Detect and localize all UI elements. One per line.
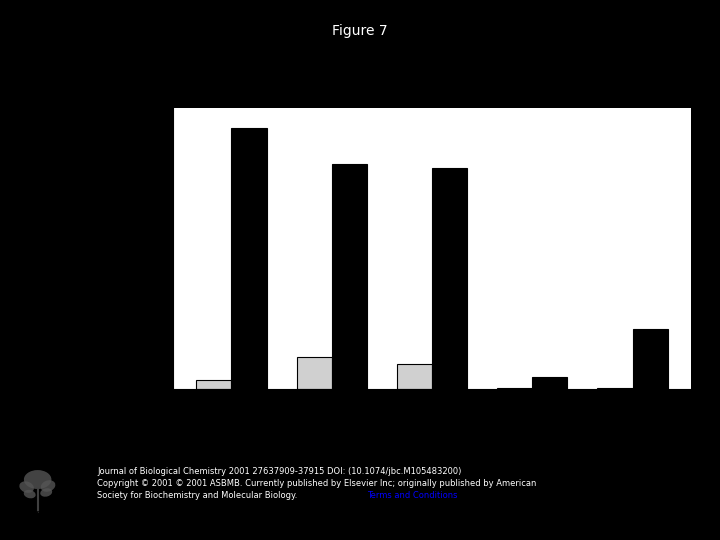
Text: Terms and Conditions: Terms and Conditions [367, 491, 458, 500]
Ellipse shape [40, 488, 52, 497]
Ellipse shape [41, 480, 55, 492]
Bar [297, 357, 332, 389]
Bar [498, 388, 532, 389]
Text: Society for Biochemistry and Molecular Biology.: Society for Biochemistry and Molecular B… [97, 491, 303, 500]
Bar [432, 168, 467, 389]
Text: ELSEVIER: ELSEVIER [28, 511, 62, 516]
Bar [532, 377, 567, 389]
Bar [332, 164, 366, 389]
Y-axis label: % precursor bound to SecA: % precursor bound to SecA [134, 172, 144, 325]
Bar [231, 128, 266, 389]
Text: Figure 7: Figure 7 [332, 24, 388, 38]
Text: Copyright © 2001 © 2001 ASBMB. Currently published by Elsevier Inc; originally p: Copyright © 2001 © 2001 ASBMB. Currently… [97, 479, 536, 488]
Bar [197, 380, 231, 389]
Ellipse shape [24, 470, 51, 489]
Text: Journal of Biological Chemistry 2001 27637909-37915 DOI: (10.1074/jbc.M105483200: Journal of Biological Chemistry 2001 276… [97, 467, 462, 476]
Bar [598, 388, 633, 389]
Ellipse shape [19, 481, 34, 493]
Bar [633, 329, 667, 389]
Ellipse shape [24, 490, 36, 498]
Bar [397, 364, 432, 389]
